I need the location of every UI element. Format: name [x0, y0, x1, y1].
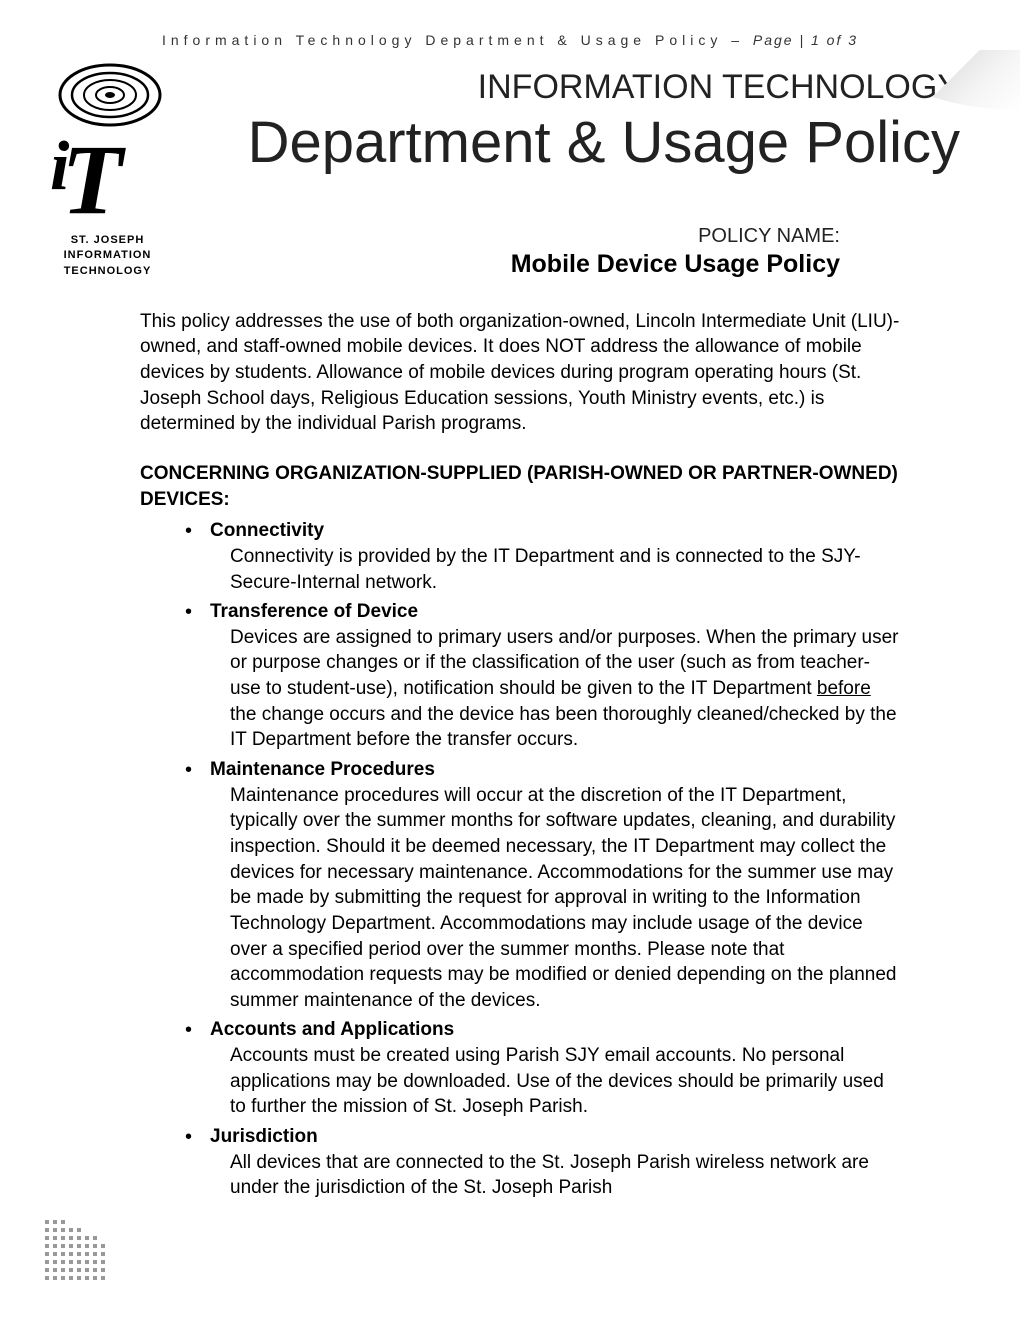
header-text: Information Technology Department & Usag… [162, 32, 753, 48]
logo-org-line2: INFORMATION [30, 248, 185, 263]
bullet-body: Accounts must be created using Parish SJ… [210, 1043, 900, 1120]
title-large: Department & Usage Policy [190, 111, 960, 175]
logo-org-name: ST. JOSEPH INFORMATION TECHNOLOGY [30, 233, 185, 279]
bullet-title: Jurisdiction [210, 1126, 318, 1147]
bullet-title: Transference of Device [210, 601, 418, 622]
logo-org-line1: ST. JOSEPH [30, 233, 185, 248]
footer-dots-decoration [45, 1220, 115, 1300]
bullet-body: Devices are assigned to primary users an… [210, 625, 900, 753]
list-item: Transference of Device Devices are assig… [210, 599, 900, 753]
list-item: Jurisdiction All devices that are connec… [210, 1124, 900, 1201]
bullet-underline: before [817, 678, 871, 699]
list-item: Maintenance Procedures Maintenance proce… [210, 757, 900, 1013]
logo-org-line3: TECHNOLOGY [30, 264, 185, 279]
bullet-title: Connectivity [210, 520, 324, 541]
bullet-list: Connectivity Connectivity is provided by… [140, 518, 900, 1201]
bullet-body: All devices that are connected to the St… [210, 1150, 900, 1201]
logo-block: iT ST. JOSEPH INFORMATION TECHNOLOGY [30, 60, 185, 310]
swirl-icon [55, 60, 165, 130]
list-item: Accounts and Applications Accounts must … [210, 1017, 900, 1120]
title-small: INFORMATION TECHNOLOGY [190, 68, 960, 107]
title-block: INFORMATION TECHNOLOGY Department & Usag… [190, 48, 960, 175]
content-area: This policy addresses the use of both or… [140, 309, 900, 1201]
page-number: Page | 1 of 3 [753, 32, 858, 48]
section-heading: CONCERNING ORGANIZATION-SUPPLIED (PARISH… [140, 461, 900, 512]
bullet-title: Accounts and Applications [210, 1019, 454, 1040]
bullet-body-post: the change occurs and the device has bee… [230, 704, 897, 751]
bullet-body-pre: Devices are assigned to primary users an… [230, 627, 898, 699]
page-header: Information Technology Department & Usag… [0, 0, 1020, 48]
logo-it-text: iT [50, 135, 185, 225]
bullet-title: Maintenance Procedures [210, 759, 435, 780]
bullet-body: Connectivity is provided by the IT Depar… [210, 544, 900, 595]
list-item: Connectivity Connectivity is provided by… [210, 518, 900, 595]
intro-paragraph: This policy addresses the use of both or… [140, 309, 900, 437]
bullet-body: Maintenance procedures will occur at the… [210, 783, 900, 1014]
